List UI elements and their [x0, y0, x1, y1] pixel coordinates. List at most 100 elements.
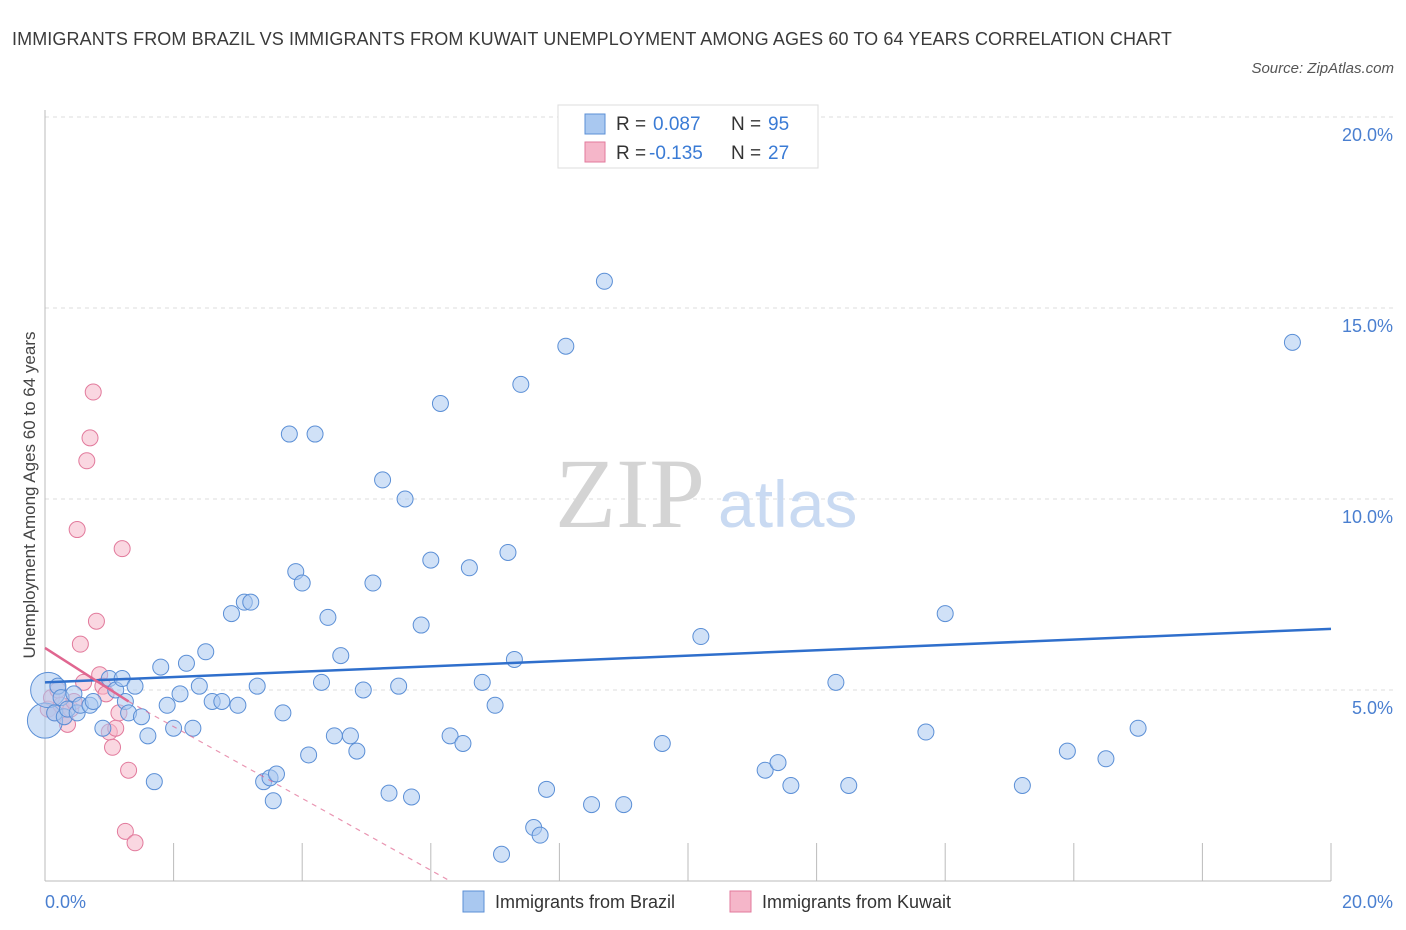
data-point: [325, 727, 343, 745]
data-point: [531, 826, 549, 844]
legend-swatch-kuwait: [584, 141, 606, 163]
data-point: [1097, 750, 1115, 768]
data-point: [1283, 333, 1301, 351]
data-point: [120, 761, 138, 779]
bottom-legend-swatch-brazil: [462, 890, 485, 913]
chart-title: IMMIGRANTS FROM BRAZIL VS IMMIGRANTS FRO…: [12, 29, 1173, 49]
trend-line-kuwait: [44, 646, 130, 703]
gridlines: [45, 116, 1393, 691]
data-point: [190, 677, 208, 695]
data-point: [473, 673, 491, 691]
legend-brazil-n-value: 95: [768, 114, 789, 135]
data-point: [145, 773, 163, 791]
data-point: [364, 574, 382, 592]
data-point: [917, 723, 935, 741]
data-point: [332, 647, 350, 665]
data-point: [374, 471, 392, 489]
data-point: [300, 746, 318, 764]
data-point: [493, 845, 511, 863]
data-point: [454, 734, 472, 752]
data-point: [264, 792, 282, 810]
data-point: [229, 696, 247, 714]
data-point: [312, 673, 330, 691]
series-legend: Immigrants from Brazil Immigrants from K…: [462, 890, 951, 913]
x-tick-marks: [173, 843, 1332, 881]
data-point: [595, 272, 613, 290]
x-tick-label-max: 20.0%: [1342, 892, 1393, 912]
data-point: [557, 337, 575, 355]
data-point: [380, 784, 398, 802]
data-point: [280, 425, 298, 443]
data-point: [171, 685, 189, 703]
y-tick-label: 15.0%: [1342, 316, 1393, 336]
watermark-zip: ZIP: [555, 438, 705, 549]
watermark-atlas: atlas: [718, 467, 857, 541]
legend-swatch-brazil: [584, 113, 606, 135]
data-point: [348, 742, 366, 760]
x-tick-label-min: 0.0%: [45, 892, 86, 912]
data-point: [319, 608, 337, 626]
data-point: [126, 677, 144, 695]
data-point: [840, 777, 858, 794]
data-point: [341, 727, 359, 745]
data-point: [113, 540, 131, 558]
y-tick-label: 20.0%: [1342, 125, 1393, 145]
trend-lines: [44, 627, 1332, 882]
data-point: [71, 635, 89, 653]
data-point: [267, 765, 285, 783]
data-point: [158, 696, 176, 714]
trend-line-kuwait-extension: [128, 700, 451, 882]
legend-kuwait-n-label: N =: [731, 143, 761, 164]
trend-line-brazil: [44, 627, 1332, 684]
data-point: [306, 425, 324, 443]
data-point: [1013, 777, 1031, 794]
bottom-legend-swatch-kuwait: [729, 890, 752, 913]
data-point: [75, 673, 93, 691]
legend-kuwait-r-label: R =: [616, 143, 646, 164]
data-point: [486, 696, 504, 714]
data-point: [84, 383, 102, 401]
data-point: [538, 780, 556, 798]
data-point: [396, 490, 414, 508]
kuwait-points: [39, 383, 144, 852]
data-point: [692, 628, 710, 646]
data-point: [116, 822, 134, 840]
data-point: [403, 788, 421, 806]
legend-kuwait-n-value: 27: [768, 143, 789, 164]
data-point: [274, 704, 292, 722]
data-point: [213, 692, 231, 710]
data-point: [583, 796, 601, 814]
brazil-points: [26, 131, 1301, 863]
data-point: [87, 612, 105, 630]
data-point: [139, 727, 157, 745]
legend-kuwait-r-value: -0.135: [649, 143, 703, 164]
data-point: [460, 559, 478, 577]
data-point: [499, 543, 517, 561]
data-point: [782, 777, 800, 794]
data-point: [165, 719, 183, 737]
data-point: [422, 551, 440, 569]
data-point: [756, 761, 774, 779]
data-point: [827, 673, 845, 691]
bottom-legend-label-brazil: Immigrants from Brazil: [495, 892, 675, 912]
data-point: [441, 727, 459, 745]
data-point: [505, 650, 523, 668]
data-point: [68, 521, 86, 539]
legend-brazil-r-label: R =: [616, 114, 646, 135]
data-point: [1129, 719, 1147, 737]
data-point: [177, 654, 195, 672]
data-point: [293, 574, 311, 592]
data-point: [615, 796, 633, 814]
y-tick-labels: 5.0% 10.0% 15.0% 20.0%: [1342, 125, 1393, 718]
data-point: [512, 375, 530, 393]
y-tick-label: 5.0%: [1352, 698, 1393, 718]
data-point: [248, 677, 266, 695]
data-point: [936, 605, 954, 623]
data-point: [354, 681, 372, 699]
legend-brazil-n-label: N =: [731, 114, 761, 135]
data-point: [242, 593, 260, 611]
data-point: [126, 834, 144, 852]
legend-brazil-r-value: 0.087: [653, 114, 701, 135]
data-point: [84, 692, 102, 710]
